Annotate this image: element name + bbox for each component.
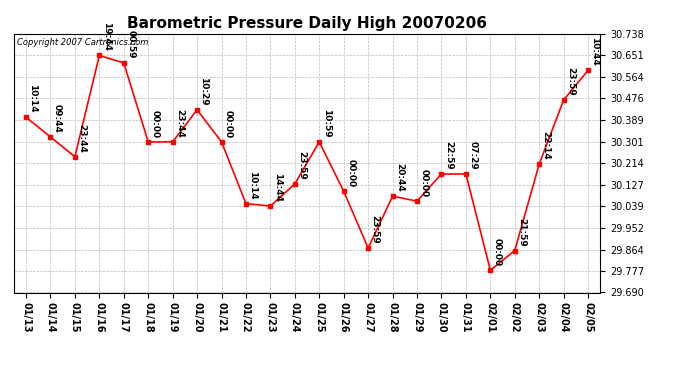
- Text: 23:44: 23:44: [175, 109, 184, 138]
- Text: 14:44: 14:44: [273, 173, 282, 202]
- Text: 23:59: 23:59: [297, 151, 306, 180]
- Title: Barometric Pressure Daily High 20070206: Barometric Pressure Daily High 20070206: [127, 16, 487, 31]
- Text: Copyright 2007 Cartronics.com: Copyright 2007 Cartronics.com: [17, 38, 148, 46]
- Text: 10:14: 10:14: [28, 84, 37, 113]
- Text: 10:29: 10:29: [199, 77, 208, 106]
- Text: 23:44: 23:44: [77, 124, 86, 153]
- Text: 00:00: 00:00: [224, 110, 233, 138]
- Text: 10:44: 10:44: [591, 38, 600, 66]
- Text: 23:59: 23:59: [566, 67, 575, 96]
- Text: 22:59: 22:59: [444, 141, 453, 170]
- Text: 10:14: 10:14: [248, 171, 257, 200]
- Text: 22:14: 22:14: [542, 131, 551, 160]
- Text: 23:59: 23:59: [371, 215, 380, 244]
- Text: 00:00: 00:00: [420, 169, 428, 197]
- Text: 07:29: 07:29: [469, 141, 477, 170]
- Text: 00:00: 00:00: [346, 159, 355, 187]
- Text: 10:59: 10:59: [322, 109, 331, 138]
- Text: 00:00: 00:00: [493, 238, 502, 266]
- Text: 00:59: 00:59: [126, 30, 135, 59]
- Text: 19:44: 19:44: [102, 22, 111, 51]
- Text: 21:59: 21:59: [518, 217, 526, 246]
- Text: 09:44: 09:44: [53, 104, 62, 133]
- Text: 00:00: 00:00: [150, 110, 159, 138]
- Text: 20:44: 20:44: [395, 163, 404, 192]
